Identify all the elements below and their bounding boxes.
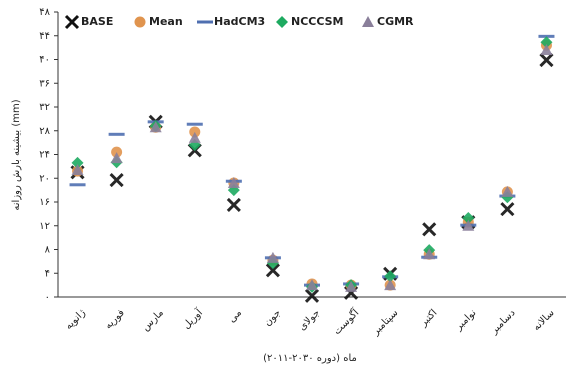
marker-diamond [540, 36, 553, 49]
marker-circle [134, 16, 146, 28]
marker-dash [69, 183, 86, 187]
x-tick-label: مارس [140, 307, 166, 333]
marker-x [226, 197, 241, 213]
x-axis-title: ماه (دوره ۲۰۳۰-۲۰۱۱) [263, 353, 357, 364]
y-tick-label: ۲۴ [39, 150, 50, 161]
y-tick-label: ۸ [45, 245, 51, 256]
marker-triangle [540, 44, 553, 55]
x-tick-label: جولای [297, 307, 322, 332]
x-tick-label: آوریل [180, 305, 206, 331]
marker-dash [186, 122, 203, 126]
marker-x [109, 172, 124, 188]
x-tick-label: نوامبر [453, 307, 479, 333]
x-tick-label: دسامبر [488, 307, 518, 337]
legend-label: Mean [149, 15, 183, 28]
marker-triangle [345, 280, 358, 292]
marker-x [539, 53, 554, 68]
marker-triangle [188, 131, 201, 143]
marker-diamond [71, 156, 84, 169]
marker-diamond [384, 270, 397, 283]
marker-triangle [362, 16, 374, 27]
marker-triangle [462, 219, 475, 231]
legend-label: NCCCSM [291, 15, 344, 28]
y-tick-label: ۲۰ [39, 173, 50, 184]
marker-triangle [149, 121, 162, 133]
x-tick-label: سالانه [531, 307, 557, 333]
marker-triangle [501, 185, 514, 197]
y-tick-label: ۴ [45, 268, 50, 279]
legend-label: HadCM3 [214, 15, 265, 28]
marker-triangle [110, 152, 123, 164]
marker-diamond [276, 16, 288, 28]
marker-triangle [71, 163, 84, 175]
marker-x [64, 14, 80, 30]
y-tick-label: ۳۶ [39, 78, 50, 89]
y-tick-label: ۳۲ [39, 102, 50, 113]
x-tick-label: فوریه [103, 307, 127, 331]
y-tick-label: ۱۶ [39, 197, 50, 208]
y-tick-label: ۴۸ [39, 7, 50, 18]
marker-diamond [462, 212, 475, 225]
x-tick-label: اکتبر [417, 307, 439, 329]
y-tick-label: ۰ [45, 292, 50, 303]
marker-triangle [266, 251, 279, 263]
x-tick-label: سپتامبر [370, 307, 401, 338]
marker-x [500, 202, 515, 217]
marker-x [422, 222, 437, 237]
marker-x [265, 263, 280, 278]
y-tick-label: ۱۲ [39, 221, 50, 232]
legend-label: CGMR [377, 15, 414, 28]
y-tick-label: ۲۸ [39, 126, 50, 137]
x-tick-label: جون [262, 307, 283, 328]
x-tick-label: می [227, 307, 244, 324]
y-tick-label: ۴۴ [39, 31, 50, 42]
x-tick-label: ژانویه [63, 307, 88, 332]
marker-triangle [227, 177, 240, 188]
marker-triangle [384, 279, 397, 291]
marker-triangle [423, 248, 436, 260]
marker-dash [108, 132, 125, 136]
x-tick-label: آگوست [330, 305, 362, 337]
marker-triangle [306, 279, 318, 291]
legend-label: BASE [81, 15, 113, 28]
y-axis-title: بیشینه بارش روزانه (mm) [11, 99, 22, 210]
marker-x [304, 288, 320, 303]
y-tick-label: ۴۰ [39, 55, 50, 66]
marker-dash [197, 20, 213, 24]
